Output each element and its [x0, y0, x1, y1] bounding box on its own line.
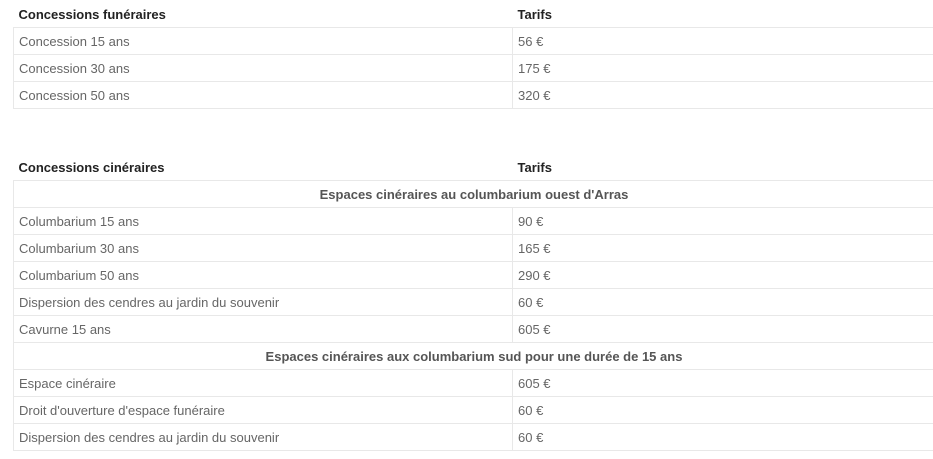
table-row: Columbarium 30 ans 165 € [13, 234, 933, 262]
item-price: 175 € [512, 54, 933, 82]
table-row: Dispersion des cendres au jardin du souv… [13, 423, 933, 451]
header-concessions: Concessions cinéraires [13, 154, 513, 181]
table-row: Columbarium 15 ans 90 € [13, 207, 933, 235]
item-label: Columbarium 50 ans [13, 261, 513, 289]
concessions-funeraires-table: Concessions funéraires Tarifs Concession… [13, 1, 933, 109]
item-price: 605 € [512, 315, 933, 343]
item-label: Dispersion des cendres au jardin du souv… [13, 423, 513, 451]
section-row: Espaces cinéraires au columbarium ouest … [13, 180, 933, 208]
item-label: Columbarium 15 ans [13, 207, 513, 235]
section-title: Espaces cinéraires au columbarium ouest … [13, 180, 933, 208]
header-tarifs: Tarifs [512, 1, 933, 28]
concessions-cineraires-table: Concessions cinéraires Tarifs Espaces ci… [13, 154, 933, 451]
item-label: Espace cinéraire [13, 369, 513, 397]
item-label: Concession 30 ans [13, 54, 513, 82]
table-row: Columbarium 50 ans 290 € [13, 261, 933, 289]
table-row: Espace cinéraire 605 € [13, 369, 933, 397]
item-price: 60 € [512, 396, 933, 424]
table-row: Dispersion des cendres au jardin du souv… [13, 288, 933, 316]
item-price: 90 € [512, 207, 933, 235]
table-row: Concession 30 ans 175 € [13, 54, 933, 82]
table-header: Concessions cinéraires Tarifs [13, 154, 933, 181]
item-label: Cavurne 15 ans [13, 315, 513, 343]
section-title: Espaces cinéraires aux columbarium sud p… [13, 342, 933, 370]
item-label: Dispersion des cendres au jardin du souv… [13, 288, 513, 316]
table-row: Concession 15 ans 56 € [13, 27, 933, 55]
item-price: 320 € [512, 81, 933, 109]
item-label: Droit d'ouverture d'espace funéraire [13, 396, 513, 424]
item-price: 60 € [512, 423, 933, 451]
table-row: Concession 50 ans 320 € [13, 81, 933, 109]
item-price: 605 € [512, 369, 933, 397]
header-concessions: Concessions funéraires [13, 1, 513, 28]
item-price: 290 € [512, 261, 933, 289]
item-price: 60 € [512, 288, 933, 316]
item-label: Concession 15 ans [13, 27, 513, 55]
item-price: 56 € [512, 27, 933, 55]
item-price: 165 € [512, 234, 933, 262]
table-row: Cavurne 15 ans 605 € [13, 315, 933, 343]
table-header: Concessions funéraires Tarifs [13, 1, 933, 28]
table-row: Droit d'ouverture d'espace funéraire 60 € [13, 396, 933, 424]
item-label: Concession 50 ans [13, 81, 513, 109]
item-label: Columbarium 30 ans [13, 234, 513, 262]
header-tarifs: Tarifs [512, 154, 933, 181]
section-row: Espaces cinéraires aux columbarium sud p… [13, 342, 933, 370]
